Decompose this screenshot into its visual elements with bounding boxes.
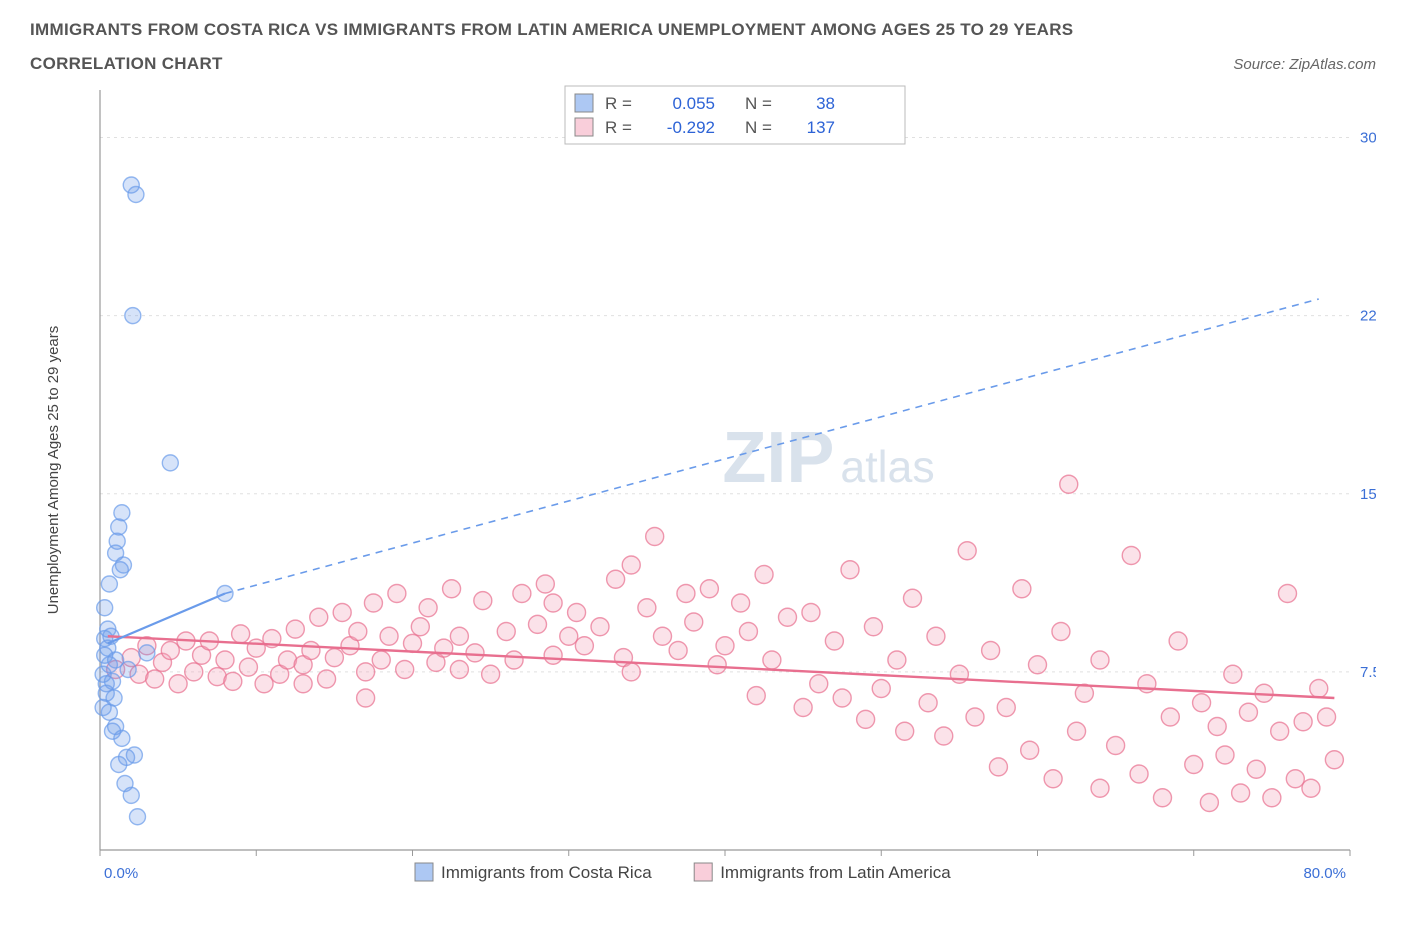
- svg-text:ZIP: ZIP: [722, 418, 834, 498]
- svg-text:N =: N =: [745, 118, 772, 137]
- x-tick-label: 0.0%: [104, 865, 138, 882]
- svg-text:38: 38: [816, 94, 835, 113]
- series-0: [95, 177, 233, 825]
- svg-text:137: 137: [807, 118, 835, 137]
- bottom-legend: Immigrants from Costa Rica Immigrants fro…: [415, 863, 951, 882]
- watermark: ZIPatlas: [722, 418, 934, 498]
- svg-text:0.055: 0.055: [672, 94, 715, 113]
- stats-box: R = 0.055 N = 38 R = -0.292 N = 137: [565, 86, 905, 144]
- series-1: [107, 475, 1344, 811]
- y-tick-label: 15.0%: [1360, 486, 1376, 503]
- source-attribution: Source: ZipAtlas.com: [1233, 56, 1376, 73]
- source-prefix: Source:: [1233, 56, 1289, 73]
- y-tick-label: 22.5%: [1360, 308, 1376, 325]
- svg-text:N =: N =: [745, 94, 772, 113]
- page-subtitle: CORRELATION CHART: [30, 54, 223, 74]
- correlation-chart: 7.5% 15.0% 22.5% 30.0% 0.0% 80.0% Unemployment…: [30, 80, 1376, 900]
- svg-text:-0.292: -0.292: [667, 118, 715, 137]
- chart-svg: 7.5% 15.0% 22.5% 30.0% 0.0% 80.0% Unemployment…: [30, 80, 1376, 900]
- page-title: IMMIGRANTS FROM COSTA RICA VS IMMIGRANTS…: [30, 20, 1376, 40]
- svg-text:R =: R =: [605, 118, 632, 137]
- legend-label: Immigrants from Costa Rica: [441, 863, 652, 882]
- y-tick-label: 30.0%: [1360, 130, 1376, 147]
- svg-text:atlas: atlas: [840, 443, 934, 492]
- legend-label: Immigrants from Latin America: [720, 863, 951, 882]
- source-name: ZipAtlas.com: [1289, 56, 1376, 73]
- svg-text:R =: R =: [605, 94, 632, 113]
- y-tick-label: 7.5%: [1360, 664, 1376, 681]
- y-axis-title: Unemployment Among Ages 25 to 29 years: [45, 326, 62, 615]
- x-tick-label: 80.0%: [1303, 865, 1346, 882]
